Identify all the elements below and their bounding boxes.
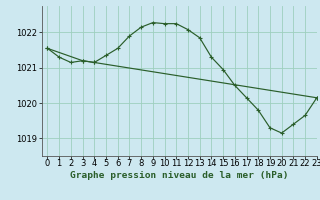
X-axis label: Graphe pression niveau de la mer (hPa): Graphe pression niveau de la mer (hPa) — [70, 171, 288, 180]
